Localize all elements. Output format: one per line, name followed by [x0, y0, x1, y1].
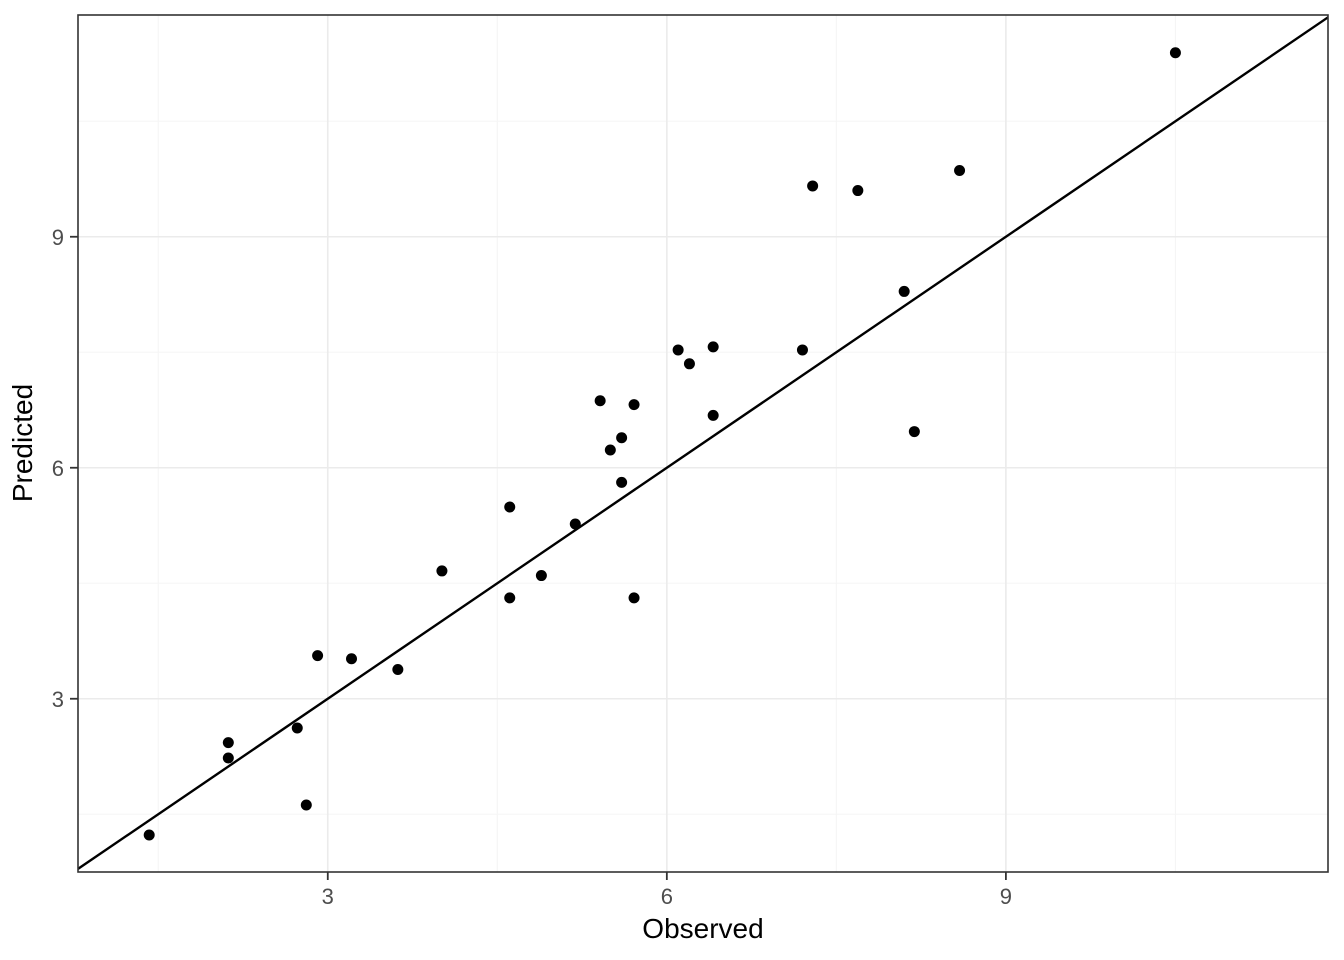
data-point [807, 180, 819, 192]
data-point [707, 341, 719, 353]
data-point [392, 663, 404, 675]
data-point [852, 185, 864, 197]
data-point [436, 565, 448, 577]
x-tick-label: 6 [661, 884, 673, 909]
data-point [569, 518, 581, 530]
data-point [908, 426, 920, 438]
data-point [898, 285, 910, 297]
data-point [291, 722, 303, 734]
data-point [672, 344, 684, 356]
data-point [594, 395, 606, 407]
x-axis-title: Observed [642, 913, 763, 944]
x-tick-label: 3 [322, 884, 334, 909]
data-point [222, 737, 234, 749]
x-tick-label: 9 [1000, 884, 1012, 909]
data-point [535, 570, 547, 582]
data-point [300, 799, 312, 811]
data-point [1169, 47, 1181, 59]
data-point [312, 650, 324, 662]
data-point [707, 409, 719, 421]
data-point [346, 653, 358, 665]
data-point [796, 344, 808, 356]
y-tick-label: 3 [52, 687, 64, 712]
data-point [954, 165, 966, 177]
identity-line [77, 16, 1329, 870]
data-point [504, 501, 516, 513]
panel-border [77, 14, 1329, 873]
data-point [504, 592, 516, 604]
data-point [616, 476, 628, 488]
data-point [616, 432, 628, 444]
y-axis-title: Predicted [7, 384, 38, 502]
data-point [143, 829, 155, 841]
y-tick-label: 6 [52, 456, 64, 481]
data-point [628, 399, 640, 411]
data-point [604, 444, 616, 456]
data-point [683, 358, 695, 370]
data-point [222, 752, 234, 764]
y-tick-label: 9 [52, 225, 64, 250]
data-point [628, 592, 640, 604]
